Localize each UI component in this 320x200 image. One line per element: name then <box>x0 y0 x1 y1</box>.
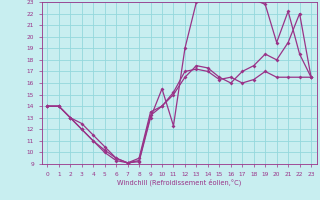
X-axis label: Windchill (Refroidissement éolien,°C): Windchill (Refroidissement éolien,°C) <box>117 178 241 186</box>
